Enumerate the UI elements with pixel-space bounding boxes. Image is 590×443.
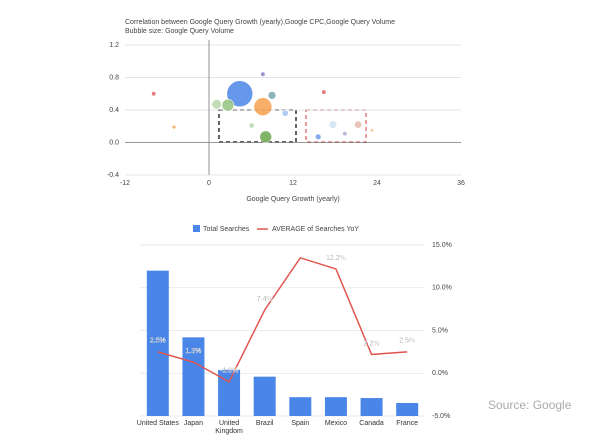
y-tick-label: 0.8: [109, 74, 119, 81]
bubble: [321, 89, 327, 95]
line: [157, 256, 408, 383]
y2-tick-label: 5.0%: [432, 327, 448, 334]
bubble: [248, 122, 255, 129]
x-tick-label: Canada: [359, 420, 384, 427]
x-tick-label: 12: [289, 180, 297, 187]
bubble: [314, 133, 322, 141]
value-label: 12.2%: [326, 255, 346, 262]
y-tick-label: 1.2: [109, 42, 119, 49]
y-tick-label: 0.4: [109, 107, 119, 114]
bubble: [328, 120, 338, 129]
y2-tick-label: -5.0%: [432, 413, 450, 420]
y-tick-label: -0.4: [107, 172, 119, 179]
bubble: [226, 80, 254, 108]
x-tick-label: 36: [457, 180, 465, 187]
bar: [289, 397, 312, 416]
x-tick-label: United Kingdom: [215, 420, 243, 435]
x-tick-label: United States: [136, 420, 179, 427]
bubble: [171, 124, 177, 130]
value-label: 2.5%: [399, 338, 415, 345]
bar: [360, 398, 383, 416]
x-tick-label: Mexico: [324, 420, 348, 427]
bubble: [342, 131, 348, 137]
value-label: 2.5%: [150, 338, 166, 345]
bubble: [260, 71, 266, 77]
x-tick-label: France: [396, 420, 419, 427]
y2-tick-label: 0.0%: [432, 370, 448, 377]
bubble: [354, 120, 363, 129]
value-label: -1.0%: [220, 368, 238, 375]
bubble: [211, 99, 222, 110]
legend-swatch: [193, 225, 200, 232]
legend-label: AVERAGE of Searches YoY: [272, 226, 359, 233]
bubble: [151, 91, 157, 97]
bar: [396, 403, 419, 416]
chart-subtitle: Bubble size: Google Query Volume: [125, 28, 234, 35]
bar: [324, 397, 347, 416]
source-note: Source: Google: [488, 398, 572, 412]
chart-title: Correlation between Google Query Growth …: [125, 19, 395, 26]
bar: [146, 270, 169, 416]
value-label: 7.4%: [257, 296, 273, 303]
x-tick-label: Japan: [183, 420, 203, 427]
value-label: 2.2%: [364, 340, 380, 347]
x-tick-label: Spain: [291, 420, 310, 427]
value-label: 1.3%: [185, 348, 201, 355]
y2-tick-label: 10.0%: [432, 285, 452, 292]
bubble: [267, 91, 277, 100]
x-tick-label: -12: [120, 180, 130, 187]
legend-label: Total Searches: [203, 226, 250, 233]
y2-tick-label: 15.0%: [432, 242, 452, 249]
bubble: [369, 128, 375, 133]
y-tick-label: 0.0: [109, 139, 119, 146]
bubble: [253, 97, 273, 117]
x-tick-label: 24: [373, 180, 381, 187]
bubble: [221, 98, 235, 112]
bubble: [259, 130, 272, 144]
bar: [218, 369, 241, 416]
x-axis-label: Google Query Growth (yearly): [246, 196, 339, 203]
bar: [182, 337, 205, 416]
x-tick-label: 0: [207, 180, 211, 187]
bar: [253, 376, 276, 416]
bubble: [281, 109, 289, 117]
x-tick-label: Brazil: [255, 420, 274, 427]
